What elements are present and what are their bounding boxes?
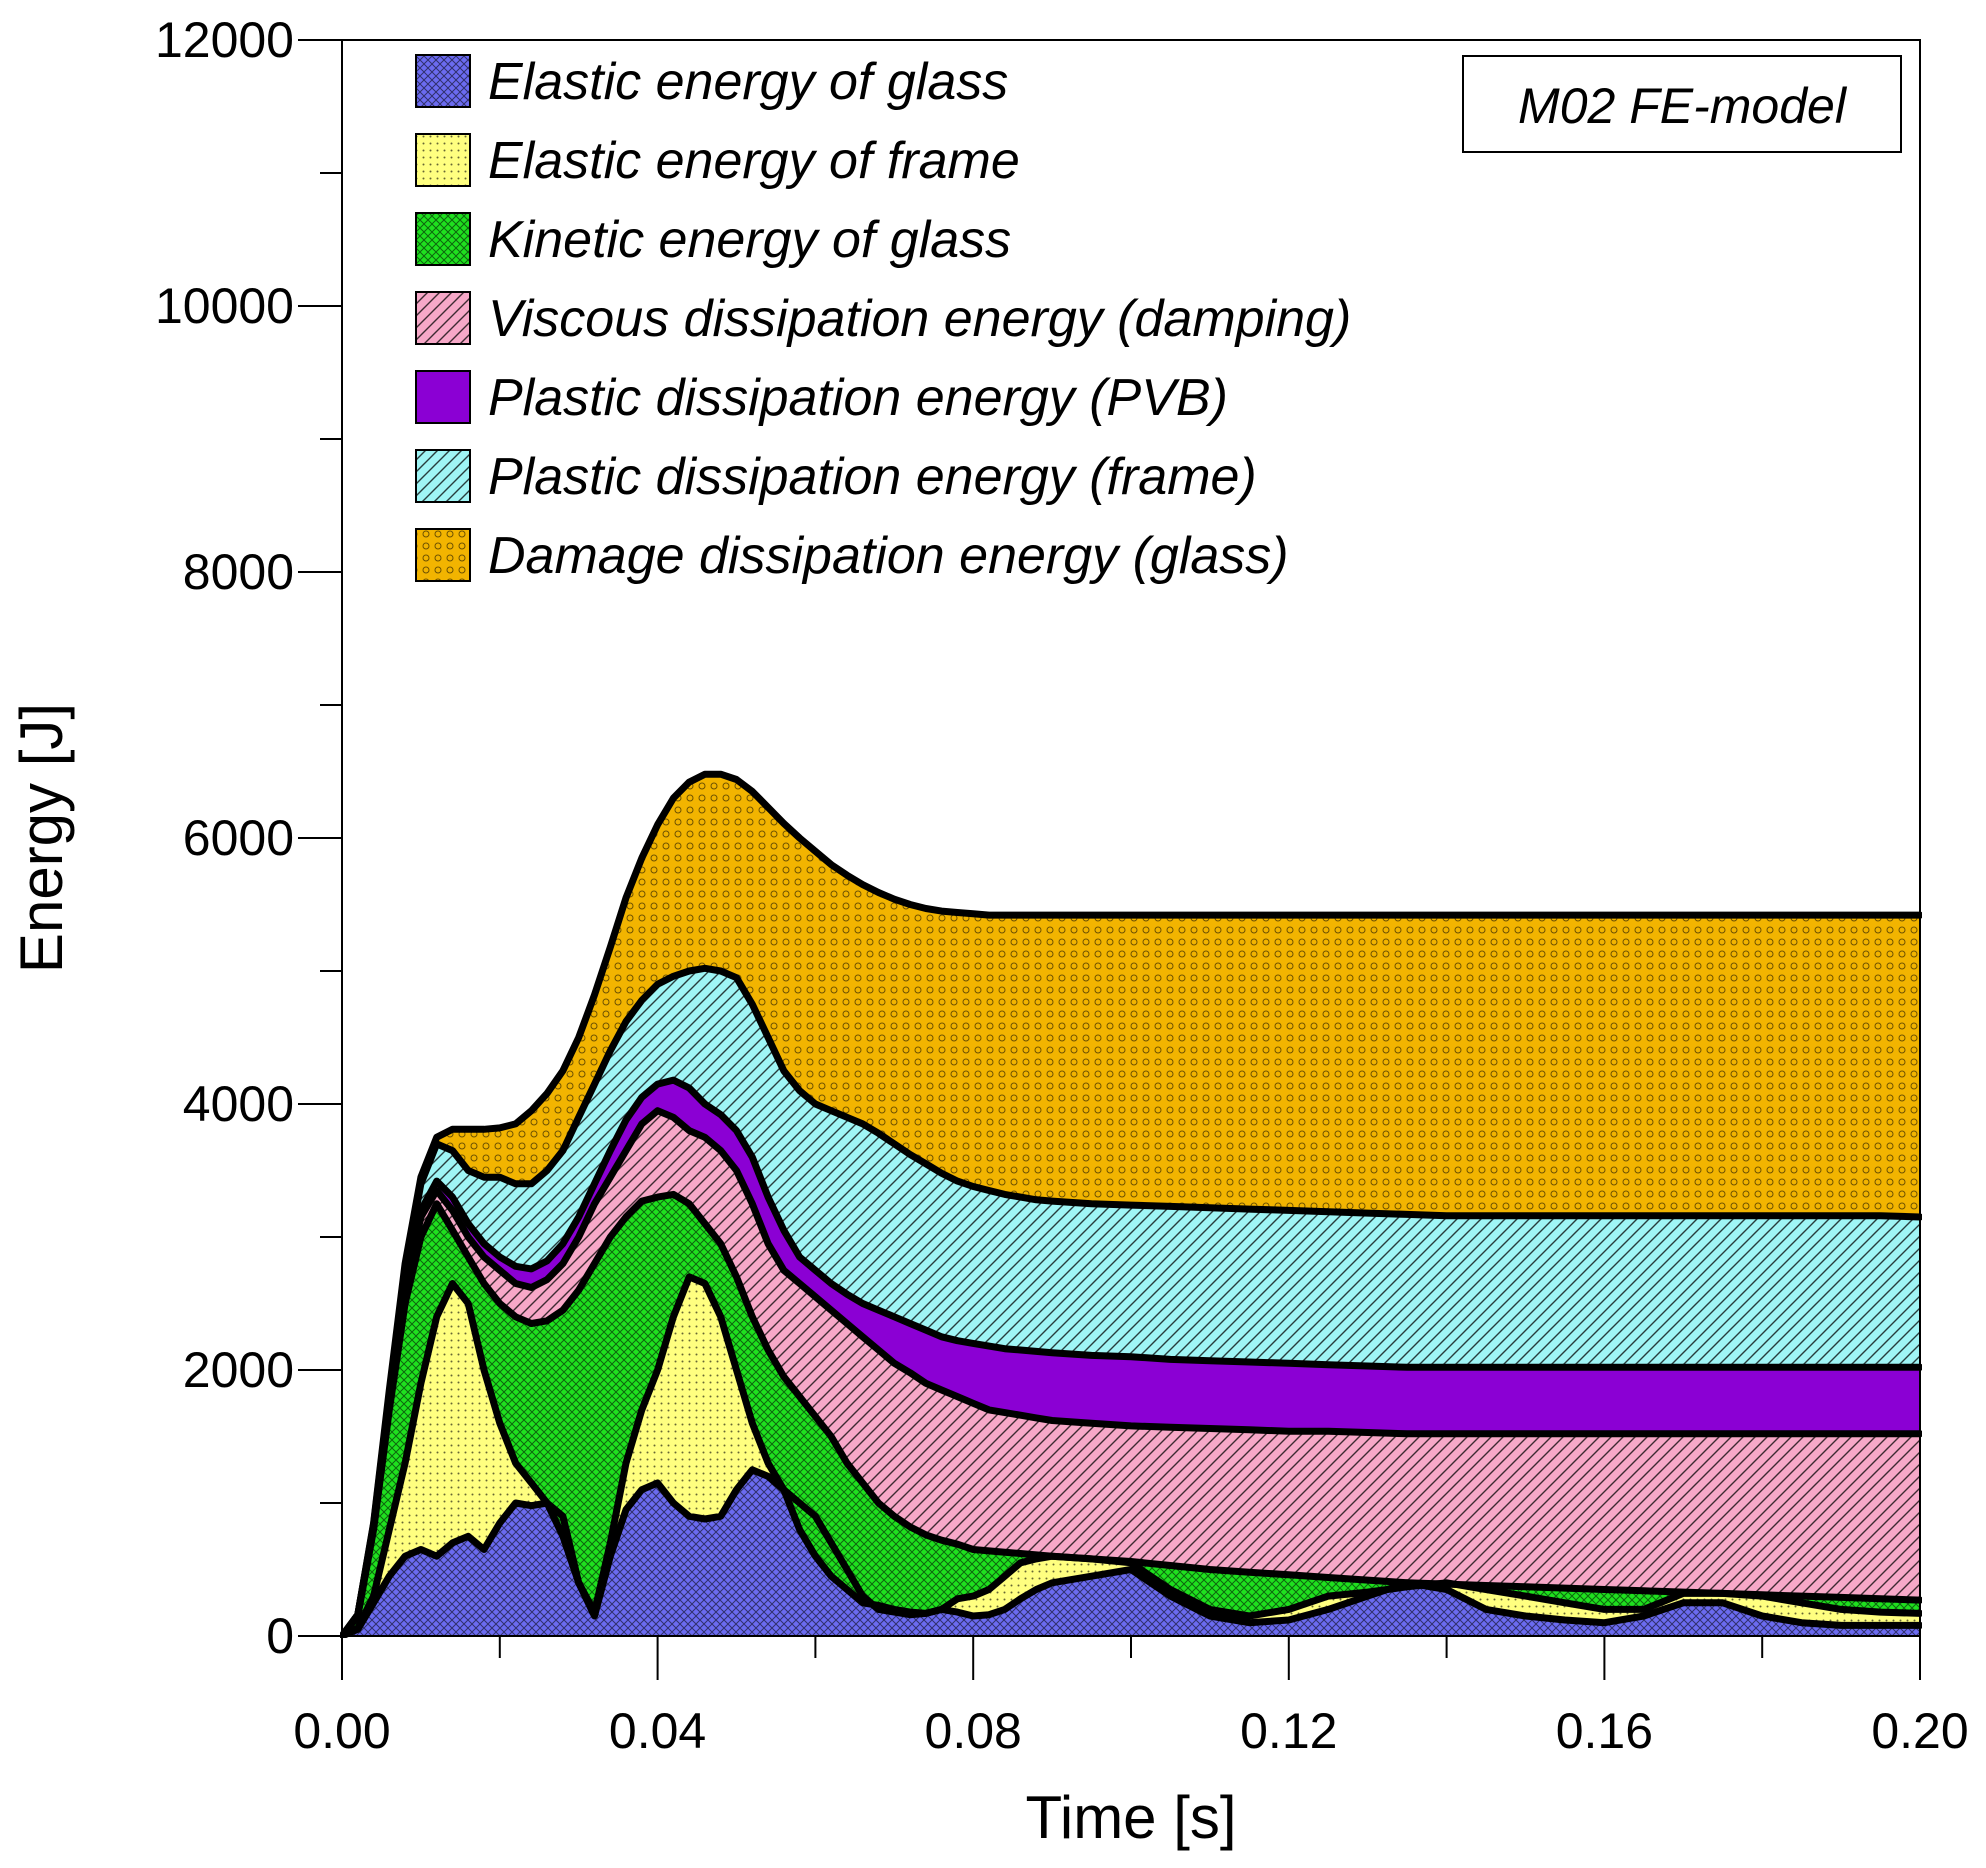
line-kinetic-energy-of-glass	[340, 1190, 1922, 1638]
legend-item-damage-dissipation-energy-glass: Damage dissipation energy (glass)	[415, 527, 1289, 585]
x-tick-label: 0.12	[1240, 1703, 1337, 1759]
model-annotation: M02 FE-model	[1518, 78, 1848, 134]
area-pattern-elastic-energy-of-glass	[342, 1469, 1920, 1636]
legend-label: Viscous dissipation energy (damping)	[488, 290, 1351, 348]
y-tick-label: 8000	[183, 544, 294, 600]
y-tick-label: 4000	[183, 1076, 294, 1132]
legend-label: Elastic energy of glass	[488, 53, 1008, 111]
legend-label: Plastic dissipation energy (PVB)	[488, 369, 1228, 427]
area-pattern-plastic-dissipation-energy-frame	[342, 968, 1920, 1636]
legend-item-elastic-energy-of-glass: Elastic energy of glass	[415, 53, 1008, 111]
boundary-lines	[340, 770, 1922, 1638]
legend-label: Plastic dissipation energy (frame)	[488, 448, 1257, 506]
line-plastic-dissipation-energy-pvb	[340, 1076, 1922, 1638]
legend-item-viscous-dissipation-energy-damping: Viscous dissipation energy (damping)	[415, 290, 1351, 348]
legend-item-plastic-dissipation-energy-frame: Plastic dissipation energy (frame)	[415, 448, 1257, 506]
legend-item-plastic-dissipation-energy-pvb: Plastic dissipation energy (PVB)	[415, 369, 1228, 427]
y-axis: 0 2000 4000 6000 8000 10000 12000	[155, 12, 342, 1664]
legend-swatch-pattern	[415, 133, 471, 187]
x-tick-label: 0.08	[925, 1703, 1022, 1759]
legend-label: Damage dissipation energy (glass)	[488, 527, 1289, 585]
x-axis: 0.00 0.04 0.08 0.12 0.16 0.20	[293, 1636, 1969, 1759]
area-pattern-viscous-dissipation-energy-damping	[342, 1110, 1920, 1636]
y-tick-label: 2000	[183, 1342, 294, 1398]
y-axis-label: Energy [J]	[8, 703, 75, 973]
x-tick-label: 0.20	[1871, 1703, 1968, 1759]
legend-label: Elastic energy of frame	[488, 132, 1020, 190]
legend-swatch-pattern	[415, 212, 471, 266]
area-pattern-kinetic-energy-of-glass	[342, 1194, 1920, 1636]
x-tick-label: 0.04	[609, 1703, 706, 1759]
legend-swatch-pattern	[415, 449, 471, 503]
legend-swatch	[415, 370, 471, 424]
legend-label: Kinetic energy of glass	[488, 211, 1011, 269]
y-tick-label: 0	[266, 1608, 294, 1664]
x-tick-label: 0.16	[1556, 1703, 1653, 1759]
legend-swatch-pattern	[415, 291, 471, 345]
legend-item-elastic-energy-of-frame: Elastic energy of frame	[415, 132, 1020, 190]
legend: Elastic energy of glass Elastic energy of…	[415, 53, 1351, 585]
legend-item-kinetic-energy-of-glass: Kinetic energy of glass	[415, 211, 1011, 269]
y-tick-label: 6000	[183, 810, 294, 866]
y-tick-label: 12000	[155, 12, 294, 68]
line-viscous-dissipation-energy-damping	[340, 1107, 1922, 1638]
x-axis-label: Time [s]	[1025, 1784, 1236, 1851]
x-tick-label: 0.00	[293, 1703, 390, 1759]
line-damage-dissipation-energy-glass	[340, 770, 1922, 1638]
legend-swatch-pattern	[415, 528, 471, 582]
y-tick-label: 10000	[155, 278, 294, 334]
model-annotation-box: M02 FE-model	[1462, 55, 1902, 153]
legend-swatch-pattern	[415, 54, 471, 108]
line-plastic-dissipation-energy-frame	[340, 964, 1922, 1638]
